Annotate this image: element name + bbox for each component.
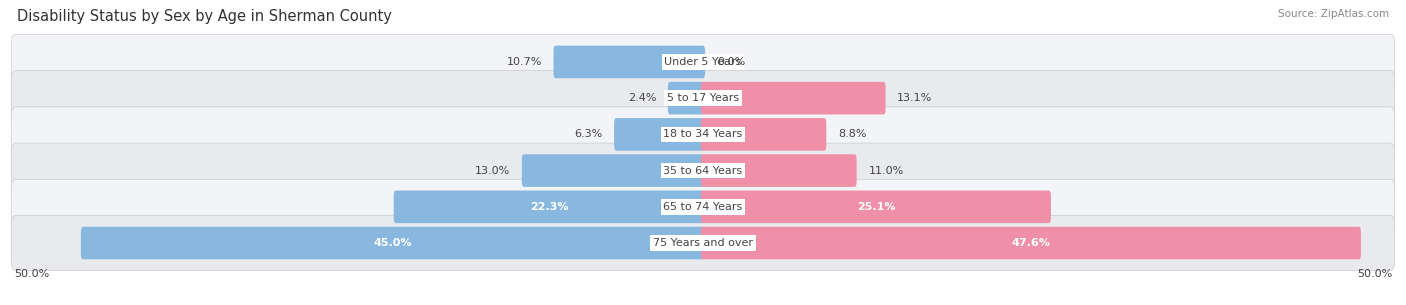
FancyBboxPatch shape [394,191,704,223]
Text: 35 to 64 Years: 35 to 64 Years [664,166,742,176]
Text: Under 5 Years: Under 5 Years [665,57,741,67]
FancyBboxPatch shape [702,191,1050,223]
Text: 50.0%: 50.0% [1357,269,1392,279]
Text: 6.3%: 6.3% [574,129,602,139]
FancyBboxPatch shape [668,82,704,114]
FancyBboxPatch shape [11,216,1395,271]
Text: 25.1%: 25.1% [856,202,896,212]
FancyBboxPatch shape [702,154,856,187]
FancyBboxPatch shape [11,34,1395,89]
Text: 0.0%: 0.0% [717,57,745,67]
Text: 50.0%: 50.0% [14,269,49,279]
FancyBboxPatch shape [82,227,704,259]
Text: 47.6%: 47.6% [1011,238,1050,248]
FancyBboxPatch shape [11,107,1395,162]
FancyBboxPatch shape [702,82,886,114]
Text: 13.1%: 13.1% [897,93,932,103]
FancyBboxPatch shape [11,143,1395,198]
Text: Source: ZipAtlas.com: Source: ZipAtlas.com [1278,9,1389,19]
Text: 13.0%: 13.0% [475,166,510,176]
Text: Disability Status by Sex by Age in Sherman County: Disability Status by Sex by Age in Sherm… [17,9,392,24]
FancyBboxPatch shape [702,118,827,151]
Text: 22.3%: 22.3% [530,202,568,212]
Text: 2.4%: 2.4% [627,93,657,103]
Text: 8.8%: 8.8% [838,129,866,139]
FancyBboxPatch shape [11,179,1395,234]
FancyBboxPatch shape [522,154,704,187]
Text: 45.0%: 45.0% [374,238,412,248]
Text: 11.0%: 11.0% [869,166,904,176]
Text: 5 to 17 Years: 5 to 17 Years [666,93,740,103]
Text: 65 to 74 Years: 65 to 74 Years [664,202,742,212]
Text: 18 to 34 Years: 18 to 34 Years [664,129,742,139]
FancyBboxPatch shape [702,227,1361,259]
Text: 75 Years and over: 75 Years and over [652,238,754,248]
FancyBboxPatch shape [11,71,1395,126]
FancyBboxPatch shape [554,46,704,78]
FancyBboxPatch shape [614,118,704,151]
Text: 10.7%: 10.7% [506,57,541,67]
